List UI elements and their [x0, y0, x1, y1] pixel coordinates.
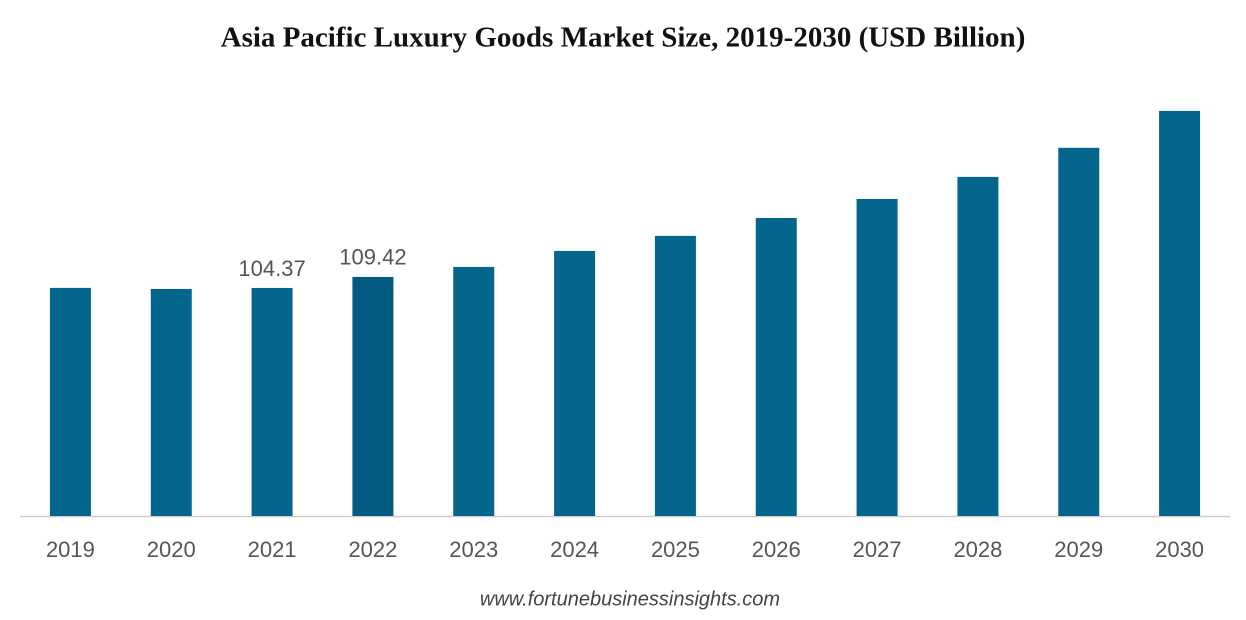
- bar: [1058, 147, 1100, 516]
- chart-title: Asia Pacific Luxury Goods Market Size, 2…: [221, 22, 1026, 54]
- bar: [957, 176, 999, 516]
- x-tick-label: 2030: [1155, 537, 1204, 562]
- value-label: 109.42: [339, 245, 406, 270]
- x-tick-label: 2019: [46, 537, 95, 562]
- source: www.fortunebusinessinsights.com: [480, 588, 780, 610]
- x-tick-label: 2020: [147, 537, 196, 562]
- bar: [755, 217, 797, 516]
- bar: [352, 276, 394, 516]
- bar: [150, 288, 192, 516]
- bar: [654, 235, 696, 516]
- x-tick-label: 2025: [651, 537, 700, 562]
- bar: [1159, 110, 1201, 516]
- x-tick-label: 2023: [449, 537, 498, 562]
- x-tick-label: 2029: [1054, 537, 1103, 562]
- x-tick-label: 2026: [752, 537, 801, 562]
- bar: [554, 250, 596, 516]
- x-tick-label: 2021: [248, 537, 297, 562]
- x-tick-label: 2027: [853, 537, 902, 562]
- bar: [49, 287, 91, 516]
- x-tick-label: 2024: [550, 537, 599, 562]
- bar: [251, 287, 293, 516]
- bar: [453, 266, 495, 516]
- value-label: 104.37: [238, 256, 305, 281]
- x-tick-label: 2022: [348, 537, 397, 562]
- x-tick-label: 2028: [953, 537, 1002, 562]
- bar: [856, 198, 898, 517]
